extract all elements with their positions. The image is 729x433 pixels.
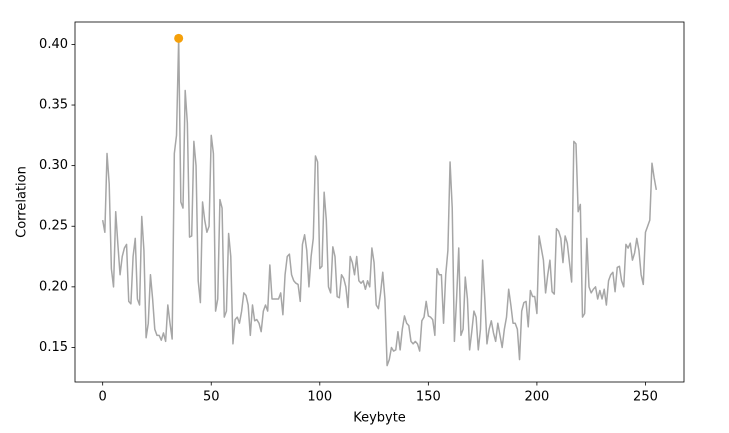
data-point [174, 33, 184, 43]
plot-frame [74, 21, 685, 383]
x-tick-label: 50 [203, 390, 220, 405]
x-tick-label: 150 [416, 390, 441, 405]
y-tick-label: 0.15 [39, 340, 68, 355]
y-tick-label: 0.30 [39, 158, 68, 173]
x-tick-label: 0 [99, 390, 107, 405]
x-tick-label: 100 [307, 390, 332, 405]
y-axis-label: Correlation [15, 166, 30, 238]
y-tick-label: 0.25 [39, 219, 68, 234]
y-tick-label: 0.20 [39, 279, 68, 294]
data-line [101, 37, 658, 367]
x-axis-label: Keybyte [353, 411, 406, 426]
y-tick-label: 0.40 [39, 37, 68, 52]
y-tick-label: 0.35 [39, 98, 68, 113]
x-tick-label: 250 [633, 390, 658, 405]
x-tick-label: 200 [524, 390, 549, 405]
